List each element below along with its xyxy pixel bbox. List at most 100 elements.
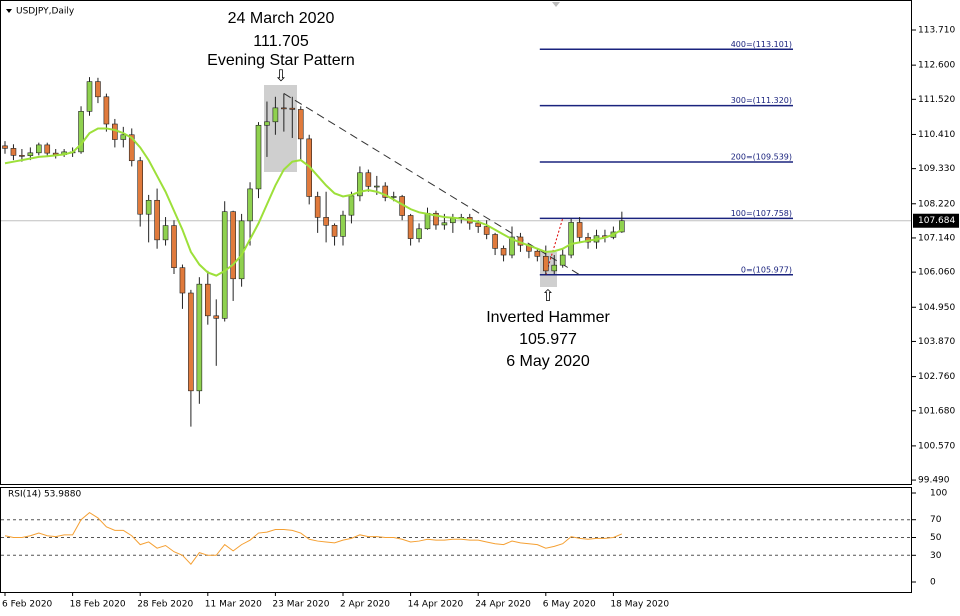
candle-body <box>559 254 566 266</box>
x-tick-label: 18 May 2020 <box>610 600 669 610</box>
candle-body <box>10 148 17 156</box>
candle-body <box>475 222 482 227</box>
candle-body <box>407 215 414 239</box>
candle-body <box>483 226 490 235</box>
candle-body <box>188 292 194 392</box>
rsi-line <box>4 511 623 565</box>
x-tick-label: 28 Feb 2020 <box>137 600 193 610</box>
candle-body <box>424 212 431 230</box>
candle-body <box>509 236 515 256</box>
price-tag <box>913 213 959 228</box>
y-tick-label: 111.520 <box>918 95 955 105</box>
candle-body <box>95 81 101 98</box>
candle-body <box>247 188 253 222</box>
candle-body <box>382 185 389 198</box>
candle-body <box>179 267 186 294</box>
candle-body <box>120 134 127 140</box>
y-tick-label: 106.060 <box>918 268 955 278</box>
x-tick-label: 24 Apr 2020 <box>475 600 531 610</box>
rsi-tick-label: 30 <box>930 551 942 561</box>
candle-body <box>44 144 51 154</box>
candle-body <box>492 234 498 249</box>
candle-body <box>365 172 372 187</box>
candle-body <box>433 212 439 226</box>
candle-body <box>289 107 296 110</box>
price-tag-label: 107.684 <box>918 216 955 226</box>
menu-triangle <box>6 9 12 13</box>
candle-body <box>373 185 380 188</box>
y-tick-label: 110.410 <box>918 130 955 140</box>
x-tick-label: 23 Mar 2020 <box>272 600 329 610</box>
candle-body <box>154 199 160 241</box>
candle-body <box>534 250 541 257</box>
candle-body <box>35 144 42 154</box>
moving-average <box>4 127 623 277</box>
y-tick-label: 101.680 <box>918 406 955 416</box>
candle-body <box>103 96 110 125</box>
candle-body <box>112 123 118 140</box>
shift-marker <box>552 2 560 7</box>
candle-body <box>230 211 236 280</box>
rsi-tick-label: 70 <box>930 515 942 525</box>
candle-body <box>348 195 355 216</box>
fib-label: 100=(107.758) <box>731 209 792 218</box>
annotation: 105.977 <box>519 331 577 348</box>
arrow-down: ⇩ <box>274 68 287 85</box>
candle-body <box>205 283 211 317</box>
candle-body <box>171 225 177 269</box>
candle-body <box>323 217 329 226</box>
highlight-box <box>264 85 297 172</box>
candle-body <box>281 107 287 110</box>
candle-body <box>331 224 338 237</box>
arrow-up: ⇧ <box>541 288 554 305</box>
candle-body <box>264 121 270 126</box>
main-panel <box>0 0 912 485</box>
candle-body <box>78 111 84 153</box>
candle-body <box>568 222 574 256</box>
x-tick-label: 11 Mar 2020 <box>205 600 262 610</box>
y-tick-label: 104.950 <box>918 303 955 313</box>
rsi-tick-label: 50 <box>930 533 942 543</box>
candle-body <box>128 134 135 162</box>
x-tick-label: 6 May 2020 <box>543 600 596 610</box>
chart-title: USDJPY,Daily <box>16 7 75 17</box>
fib-connector <box>545 218 564 275</box>
candle-body <box>357 172 363 197</box>
x-tick-label: 2 Apr 2020 <box>340 600 390 610</box>
candle-body <box>619 220 625 233</box>
fib-label: 200=(109.539) <box>731 153 792 162</box>
candle-body <box>196 283 203 392</box>
candle-body <box>441 222 448 226</box>
candle-body <box>416 228 422 239</box>
candle-body <box>86 81 93 112</box>
candle-body <box>500 248 507 256</box>
fib-label: 0=(105.977) <box>741 265 792 274</box>
x-tick-label: 14 Apr 2020 <box>408 600 464 610</box>
y-tick-label: 100.570 <box>918 441 955 451</box>
annotation: Inverted Hammer <box>486 309 610 326</box>
y-tick-label: 109.330 <box>918 164 955 174</box>
candle-body <box>137 160 143 215</box>
annotation: 24 March 2020 <box>228 10 335 27</box>
candle-body <box>213 315 220 319</box>
candle-body <box>162 225 169 241</box>
candle-body <box>297 109 304 140</box>
candle-body <box>390 196 397 198</box>
x-tick-label: 18 Feb 2020 <box>70 600 126 610</box>
y-tick-label: 103.870 <box>918 337 955 347</box>
candle-body <box>2 145 8 149</box>
y-tick-label: 113.710 <box>918 26 955 36</box>
candle-body <box>19 155 25 157</box>
candle-body <box>340 214 346 237</box>
candle-body <box>255 124 262 190</box>
y-tick-label: 107.140 <box>918 233 955 243</box>
annotation: 6 May 2020 <box>506 353 590 370</box>
x-tick-label: 6 Feb 2020 <box>2 600 53 610</box>
candle-body <box>576 222 583 238</box>
candle-body <box>145 199 152 215</box>
annotation: Evening Star Pattern <box>207 52 355 69</box>
rsi-label: RSI(14) 53.9880 <box>8 490 81 500</box>
candle-body <box>450 218 456 224</box>
y-tick-label: 102.760 <box>918 372 955 382</box>
